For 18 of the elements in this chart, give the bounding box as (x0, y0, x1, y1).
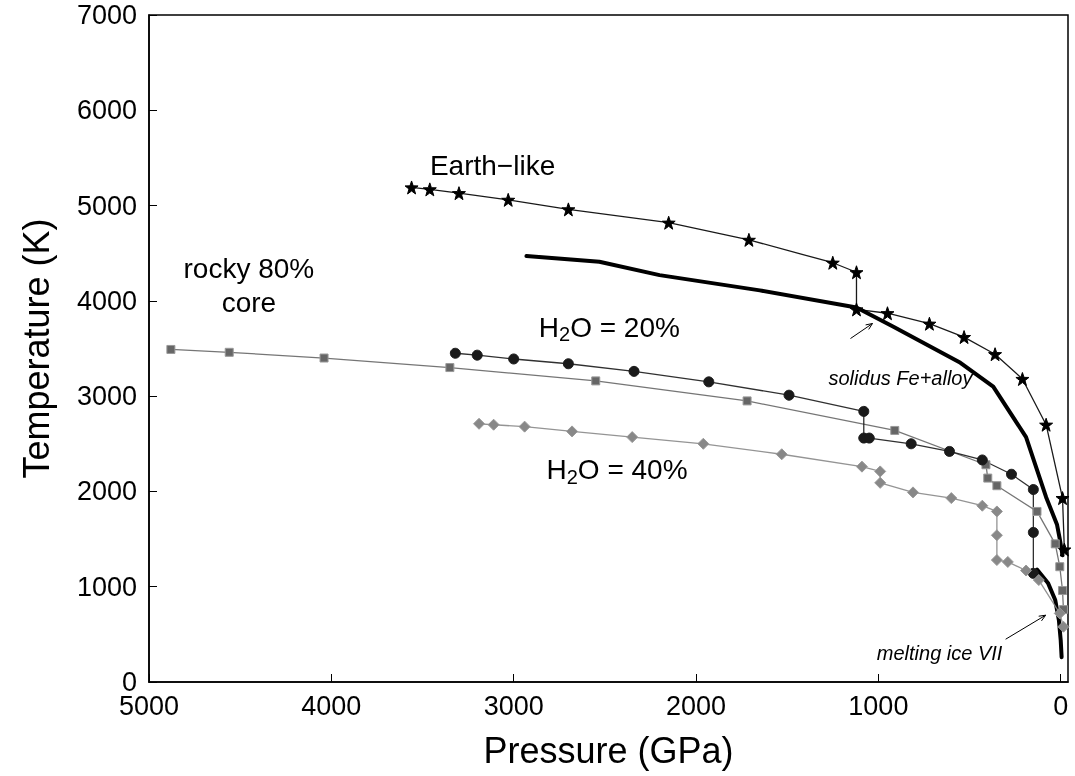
y-tick-label: 6000 (76, 95, 137, 126)
x-axis-title: Pressure (GPa) (483, 729, 734, 771)
y-tick-label: 4000 (76, 285, 137, 316)
y-tick-label: 1000 (76, 571, 137, 602)
y-tick-label: 5000 (76, 190, 137, 221)
series-label: Earth−like (429, 149, 556, 181)
y-axis-title: Temperature (K) (15, 218, 57, 479)
y-tick-label: 2000 (76, 476, 137, 507)
x-tick-label: 4000 (301, 690, 362, 721)
x-tick-label: 0 (1053, 690, 1069, 721)
y-tick-label: 3000 (76, 381, 137, 412)
y-tick-label: 7000 (76, 0, 137, 30)
x-tick-label: 3000 (483, 690, 544, 721)
text: melting ice VII (876, 642, 1003, 665)
series-label: rocky 80% core (183, 252, 315, 318)
x-tick-label: 1000 (848, 690, 909, 721)
series-label: solidus Fe+alloy (828, 366, 974, 389)
x-tick-label: 2000 (665, 690, 727, 721)
